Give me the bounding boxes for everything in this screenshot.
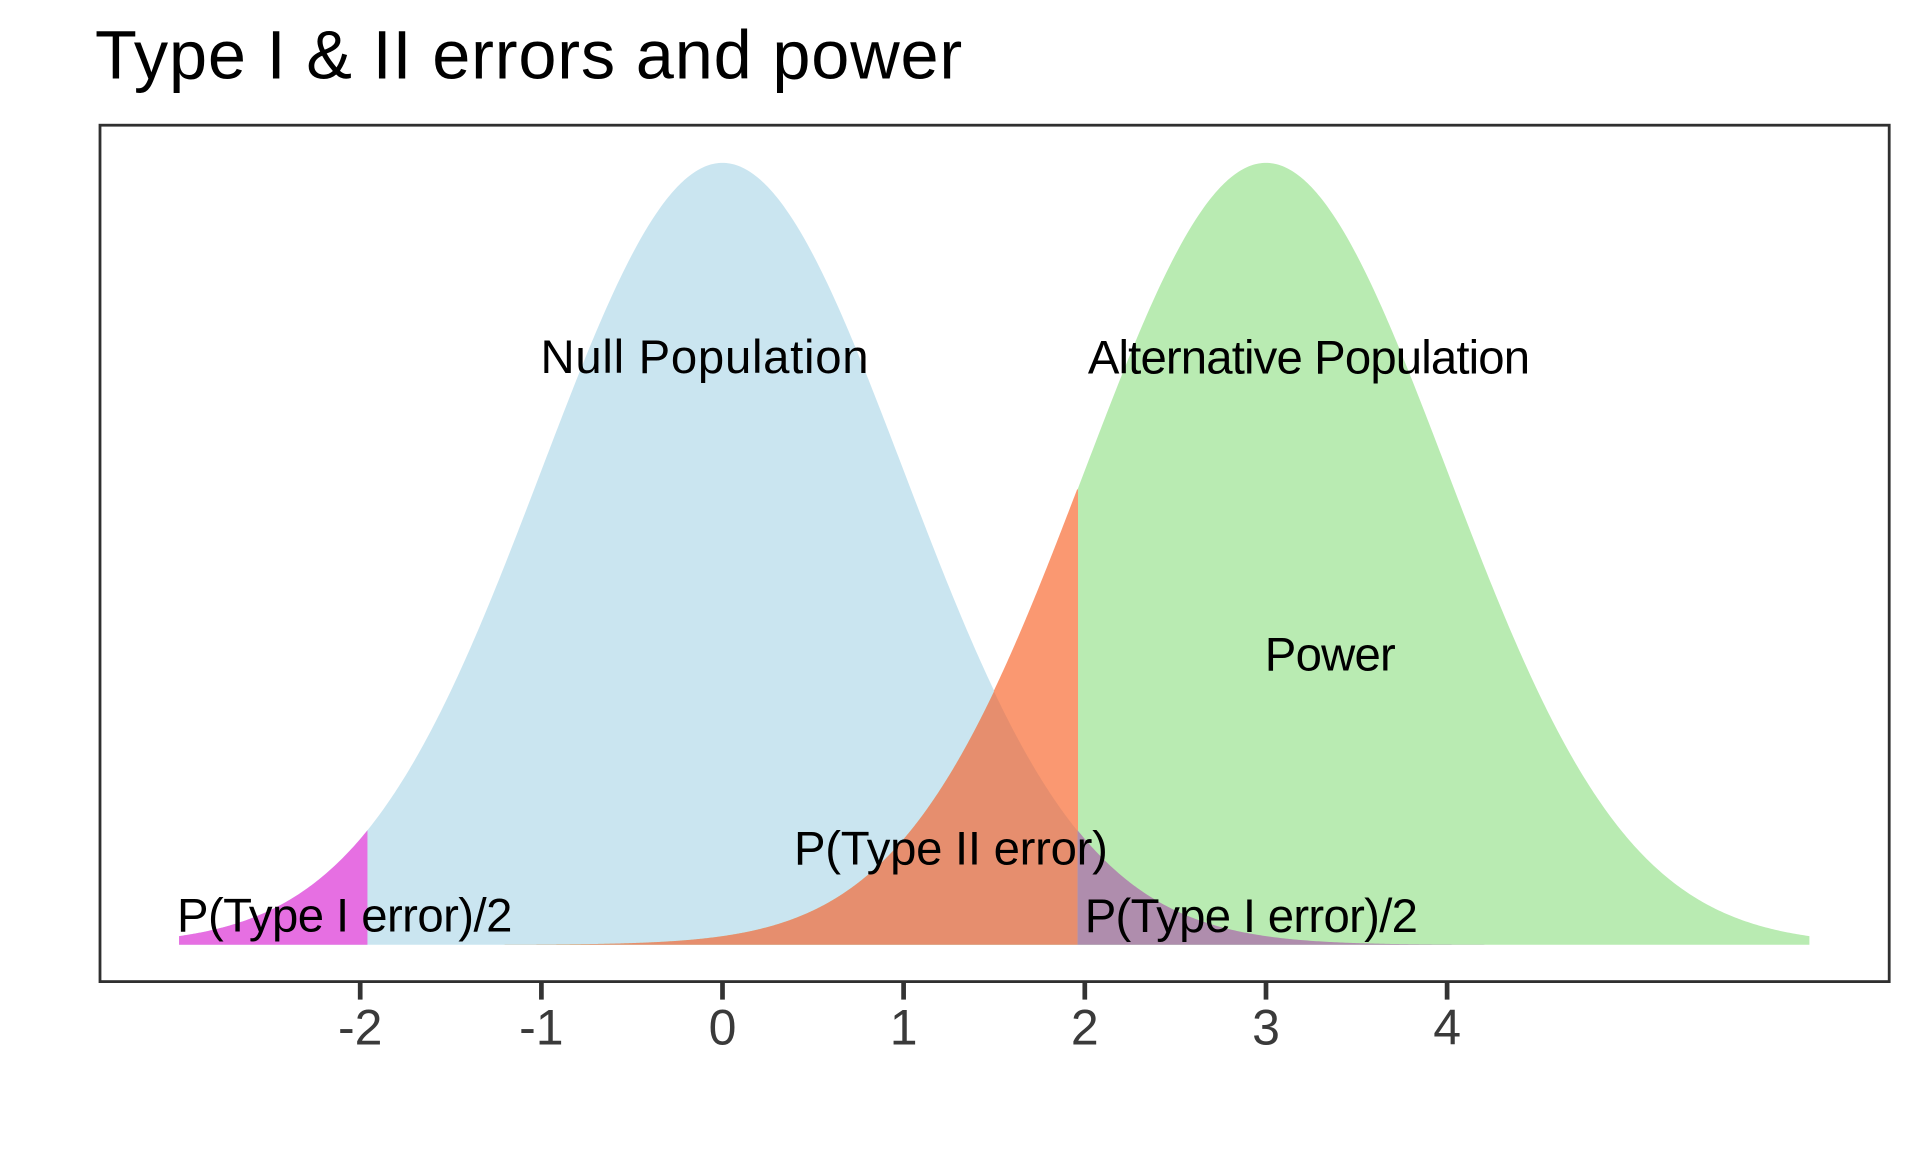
svg-text:P(Type I error)/2: P(Type I error)/2 bbox=[1085, 890, 1418, 943]
svg-text:Alternative Population: Alternative Population bbox=[1088, 331, 1529, 384]
svg-text:P(Type II error): P(Type II error) bbox=[794, 823, 1108, 876]
svg-text:2: 2 bbox=[1071, 1000, 1099, 1056]
svg-text:4: 4 bbox=[1433, 1000, 1461, 1056]
svg-text:Type I & II errors and power: Type I & II errors and power bbox=[95, 17, 963, 94]
svg-text:Null Population: Null Population bbox=[541, 331, 870, 384]
svg-text:-1: -1 bbox=[519, 1000, 563, 1056]
svg-text:Power: Power bbox=[1265, 628, 1395, 681]
svg-text:P(Type I error)/2: P(Type I error)/2 bbox=[177, 890, 512, 943]
svg-text:1: 1 bbox=[890, 1000, 918, 1056]
svg-text:0: 0 bbox=[709, 1000, 737, 1056]
svg-text:3: 3 bbox=[1252, 1000, 1280, 1056]
svg-text:-2: -2 bbox=[338, 1000, 382, 1056]
